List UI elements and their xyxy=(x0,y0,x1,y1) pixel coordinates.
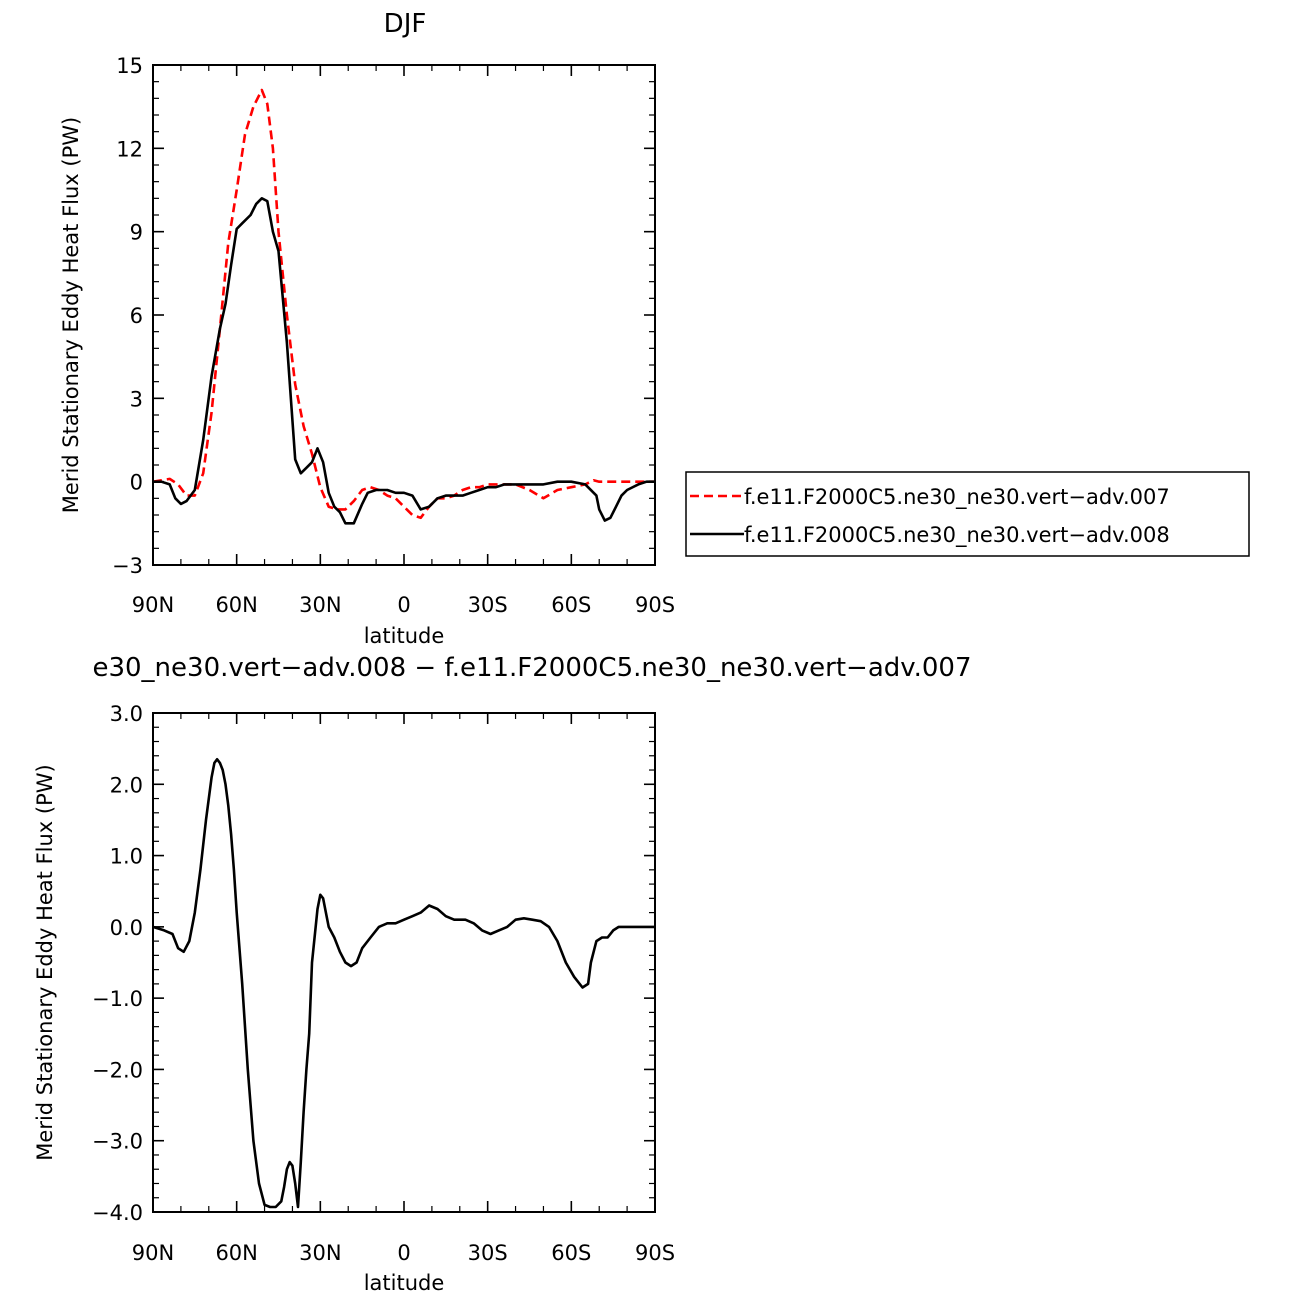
y-tick-label: −2.0 xyxy=(92,1058,143,1082)
x-tick-label: 90N xyxy=(132,1241,174,1265)
x-tick-label: 30S xyxy=(468,1241,508,1265)
chart-title: DJF xyxy=(384,9,427,39)
x-tick-label: 60S xyxy=(551,593,591,617)
x-tick-label: 0 xyxy=(397,593,410,617)
y-tick-label: 3 xyxy=(130,387,143,411)
y-tick-label: −4.0 xyxy=(92,1201,143,1225)
series-line-1 xyxy=(153,757,655,1209)
plot-frame xyxy=(152,712,656,1213)
chart-panel-2: e30_ne30.vert−adv.008 − f.e11.F2000C5.ne… xyxy=(33,653,972,1295)
y-tick-label: 2.0 xyxy=(110,773,143,797)
y-tick-label: 1.0 xyxy=(110,845,143,869)
x-tick-label: 30N xyxy=(299,593,341,617)
y-axis-label: Merid Stationary Eddy Heat Flux (PW) xyxy=(33,764,57,1160)
y-tick-label: 0 xyxy=(130,471,143,495)
x-tick-label: 60N xyxy=(215,1241,257,1265)
chart-panel-1: DJF 90N 60N 30N 0 30S 60S 90S −3 0 3 6 9 12 15 latitude… xyxy=(59,9,1250,648)
x-tick-label: 60N xyxy=(215,593,257,617)
y-axis-label: Merid Stationary Eddy Heat Flux (PW) xyxy=(59,117,83,513)
x-tick-label: 90S xyxy=(635,1241,675,1265)
legend: f.e11.F2000C5.ne30_ne30.vert−adv.007 f.e1… xyxy=(685,471,1250,557)
legend-label-1: f.e11.F2000C5.ne30_ne30.vert−adv.007 xyxy=(744,485,1170,510)
y-tick-label: 6 xyxy=(130,304,143,328)
x-tick-label: 0 xyxy=(397,1241,410,1265)
series-line-2 xyxy=(153,197,655,525)
y-tick-label: −1.0 xyxy=(92,987,143,1011)
y-tick-label: 9 xyxy=(130,221,143,245)
legend-box xyxy=(685,471,1250,557)
x-axis-label: latitude xyxy=(364,1271,445,1295)
y-tick-label: 12 xyxy=(116,137,143,161)
series-line-1 xyxy=(153,88,655,520)
x-tick-label: 90N xyxy=(132,593,174,617)
legend-label-2: f.e11.F2000C5.ne30_ne30.vert−adv.008 xyxy=(744,523,1170,548)
x-axis-label: latitude xyxy=(364,624,445,648)
y-tick-label: −3 xyxy=(112,554,143,578)
x-tick-label: 30N xyxy=(299,1241,341,1265)
x-tick-label: 90S xyxy=(635,593,675,617)
y-tick-label: −3.0 xyxy=(92,1130,143,1154)
y-tick-label: 0.0 xyxy=(110,916,143,940)
x-tick-label: 30S xyxy=(468,593,508,617)
plot-frame xyxy=(152,64,656,566)
y-tick-label: 3.0 xyxy=(110,702,143,726)
chart-title: e30_ne30.vert−adv.008 − f.e11.F2000C5.ne… xyxy=(92,653,971,683)
x-tick-label: 60S xyxy=(551,1241,591,1265)
y-tick-label: 15 xyxy=(116,54,143,78)
